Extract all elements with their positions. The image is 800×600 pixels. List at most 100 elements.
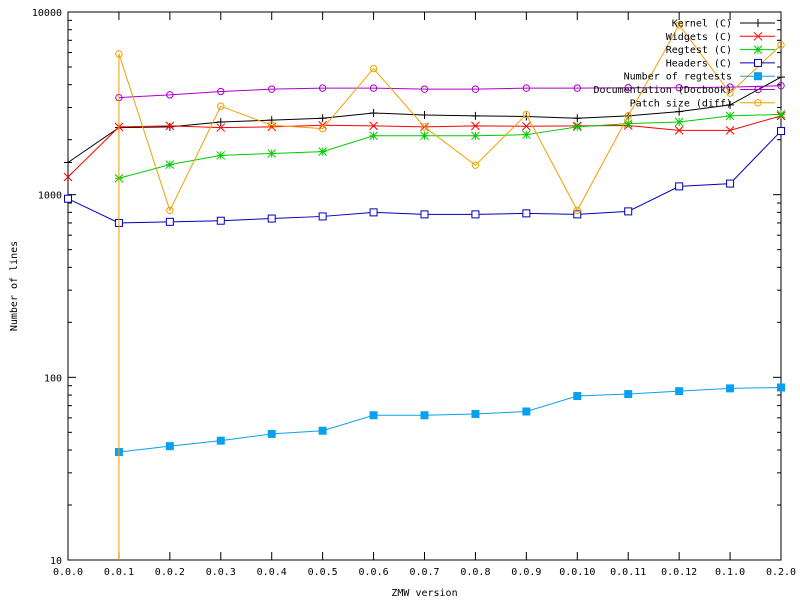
data-point — [420, 411, 429, 420]
data-point — [777, 81, 785, 90]
data-point — [754, 58, 762, 67]
data-point — [471, 121, 480, 131]
data-point — [753, 45, 763, 54]
legend-label: Number of regtests — [624, 72, 732, 83]
series-line — [67, 130, 782, 224]
data-point — [471, 85, 480, 93]
data-point — [369, 108, 378, 117]
series — [114, 110, 786, 183]
x-tick-label: 0.0.12 — [661, 567, 697, 578]
x-tick-label: 0.2.0 — [766, 567, 796, 578]
data-point — [217, 102, 225, 110]
data-point — [420, 85, 429, 93]
legend: Kernel (C) Widgets (C) Regtest (C) Headers … — [594, 19, 775, 109]
data-point — [471, 210, 480, 219]
data-point — [675, 182, 684, 191]
data-point — [216, 436, 225, 445]
x-tick-label: 0.0.9 — [511, 567, 541, 578]
data-point — [165, 160, 175, 169]
data-point — [573, 206, 581, 215]
data-point — [726, 384, 735, 393]
data-point — [624, 390, 633, 399]
y-axis-label: Number of lines — [9, 241, 20, 331]
y-tick-label: 1000 — [38, 191, 62, 202]
data-point — [754, 99, 762, 107]
x-tick-label: 0.0.6 — [359, 567, 389, 578]
data-point — [754, 85, 762, 94]
data-point — [777, 127, 785, 136]
data-point — [165, 217, 174, 226]
legend-label: Regtest (C) — [666, 45, 732, 56]
data-point — [166, 206, 174, 215]
data-point — [63, 172, 73, 182]
data-point — [369, 121, 378, 131]
series-line — [118, 85, 782, 99]
data-point — [64, 158, 72, 167]
x-tick-label: 0.0.10 — [559, 567, 595, 578]
data-point — [725, 125, 735, 135]
data-point — [777, 383, 785, 392]
legend-label: Kernel (C) — [672, 19, 732, 30]
legend-label: Patch size (diff) — [630, 98, 732, 109]
data-point — [165, 121, 175, 131]
data-point — [776, 110, 786, 119]
x-tick-label: 0.0.4 — [257, 567, 287, 578]
data-point — [522, 110, 531, 119]
legend-label: Documentation (Docbook) — [594, 85, 732, 96]
data-point — [726, 179, 735, 188]
series-line — [118, 386, 782, 453]
data-point — [754, 19, 762, 27]
data-point — [471, 161, 480, 169]
data-point — [471, 409, 480, 418]
x-tick-label: 0.0.7 — [409, 567, 439, 578]
data-point — [369, 131, 378, 141]
data-point — [754, 72, 762, 81]
data-point — [64, 194, 72, 203]
x-tick-label: 0.0.1 — [104, 567, 134, 578]
data-point — [471, 131, 480, 141]
data-point — [675, 387, 684, 396]
data-point — [166, 91, 174, 99]
data-point — [216, 216, 225, 225]
data-point — [267, 429, 276, 438]
data-point — [267, 214, 276, 223]
x-axis-label: ZMW version — [391, 588, 457, 599]
data-point — [216, 151, 226, 160]
legend-label: Widgets (C) — [666, 32, 732, 43]
data-point — [777, 41, 785, 49]
data-point — [675, 107, 684, 116]
series — [64, 73, 785, 167]
data-point — [216, 123, 226, 132]
series — [114, 383, 785, 457]
data-point — [267, 149, 277, 158]
x-tick-label: 0.0.5 — [308, 567, 338, 578]
data-point — [369, 411, 378, 420]
x-tick-label: 0.1.0 — [715, 567, 745, 578]
legend-label: Headers (C) — [666, 58, 732, 69]
series-layer — [63, 21, 786, 560]
data-point — [268, 85, 276, 93]
data-point — [725, 111, 735, 121]
data-point — [318, 212, 327, 221]
data-point — [675, 84, 683, 92]
data-point — [115, 50, 123, 58]
x-tick-label: 0.0.11 — [610, 567, 646, 578]
data-point — [165, 442, 174, 451]
data-point — [420, 131, 429, 141]
data-point — [726, 100, 735, 109]
data-point — [573, 84, 581, 92]
data-point — [267, 116, 276, 125]
data-point — [369, 84, 378, 92]
data-point — [318, 426, 327, 435]
data-point — [318, 84, 327, 92]
series-line — [118, 113, 782, 179]
y-tick-label: 10000 — [32, 8, 62, 19]
y-tick-label: 10 — [50, 556, 62, 567]
data-point — [753, 31, 763, 41]
data-point — [471, 111, 480, 120]
data-point — [420, 110, 429, 119]
data-point — [318, 124, 327, 133]
x-tick-label: 0.0.8 — [460, 567, 490, 578]
y-tick-label: 100 — [44, 373, 62, 384]
data-point — [573, 114, 582, 123]
